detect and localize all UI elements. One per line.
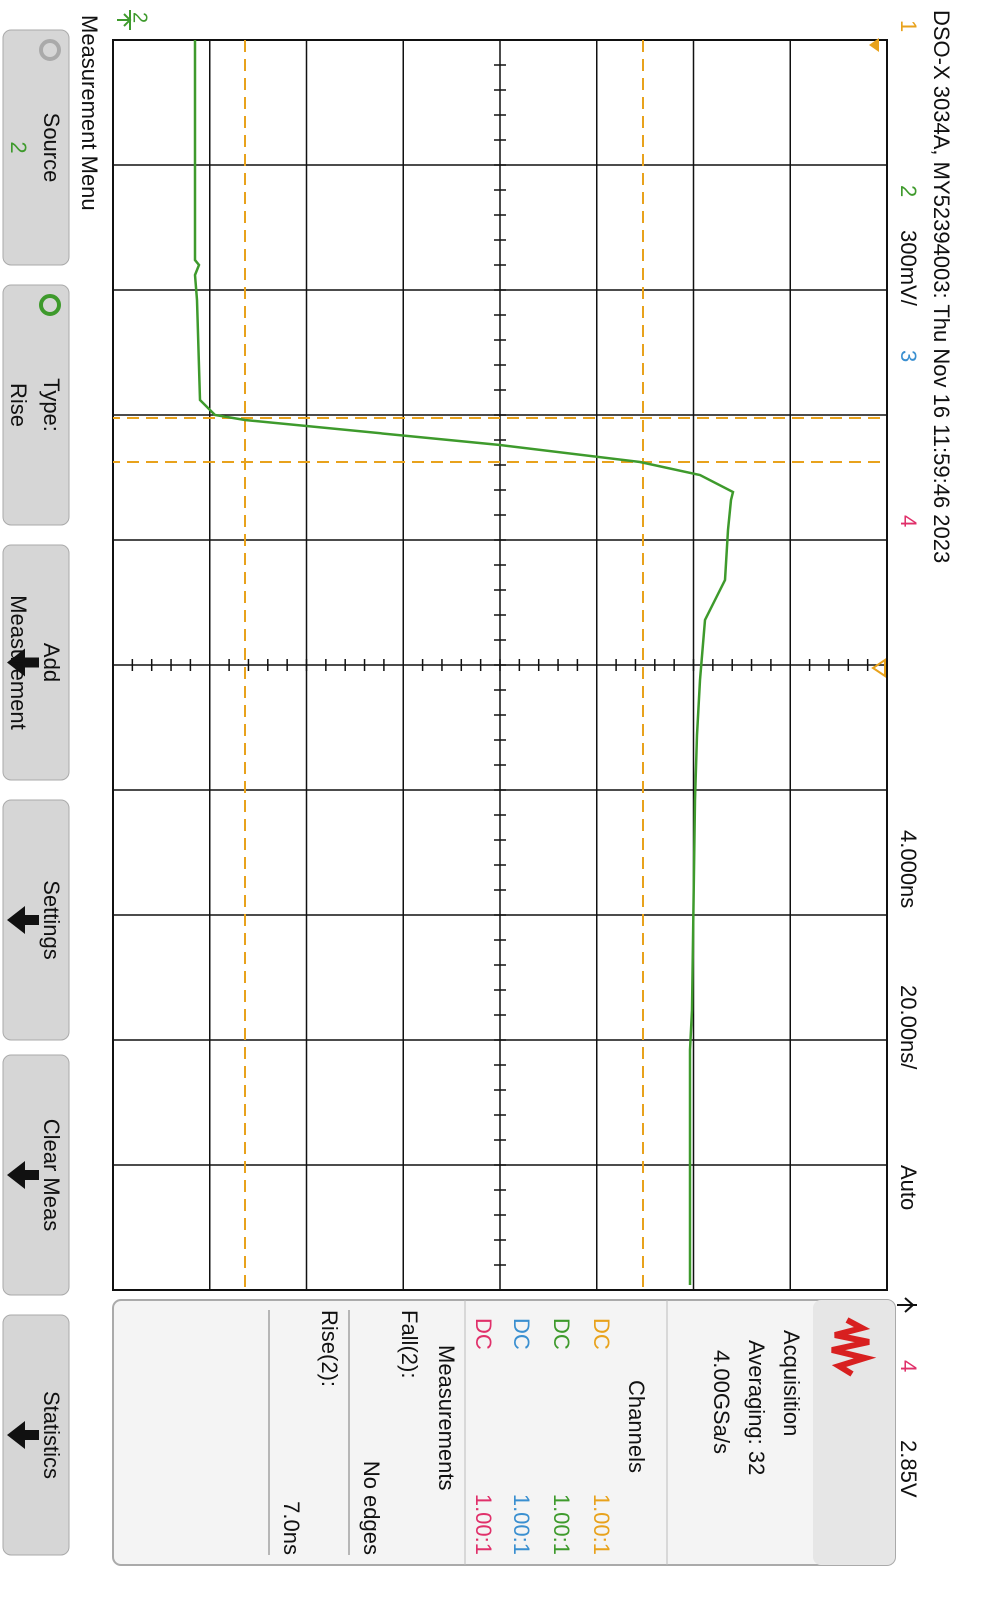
coupling: DC	[471, 1318, 496, 1350]
softkey-label: Settings	[39, 880, 64, 960]
time-reference-marker	[871, 658, 886, 678]
trigger-icon	[897, 1297, 917, 1313]
waveform	[193, 40, 735, 1285]
softkey[interactable]	[2, 284, 70, 526]
acquisition-mode: Averaging: 32	[744, 1340, 769, 1475]
trigger-mode: Auto	[896, 1165, 921, 1210]
coupling: DC	[509, 1318, 534, 1350]
softkey-label: Measurement	[6, 595, 31, 730]
time-scale: 20.00ns/	[896, 985, 921, 1070]
header-title: DSO-X 3034A, MY52394003: Thu Nov 16 11:5…	[929, 10, 954, 563]
scope-screen: DSO-X 3034A, MY52394003: Thu Nov 16 11:5…	[2, 10, 954, 1566]
trigger-marker	[869, 38, 879, 52]
probe-ratio: 1.00:1	[471, 1494, 496, 1555]
softkey-label: Clear Meas	[39, 1119, 64, 1231]
trigger-source: 4	[896, 1360, 921, 1372]
ground-marker: 2	[129, 12, 151, 23]
softkey-icon	[39, 39, 61, 61]
channel-label: 2	[896, 185, 921, 197]
time-delay: 4.000ns	[896, 830, 921, 908]
menu-title: Measurement Menu	[77, 15, 102, 211]
measurement-label: Rise(2):	[317, 1310, 342, 1387]
softkey-label: Add	[39, 643, 64, 682]
channel-scale: 300mV/	[896, 230, 921, 307]
measurement-value: No edges	[359, 1461, 384, 1555]
logo	[831, 1317, 877, 1377]
softkey[interactable]	[2, 29, 70, 266]
channel-label: 4	[896, 515, 921, 527]
sample-rate: 4.00GSa/s	[709, 1350, 734, 1454]
measurement-value: 7.0ns	[279, 1501, 304, 1555]
probe-ratio: 1.00:1	[549, 1494, 574, 1555]
channel-label: 3	[896, 350, 921, 362]
softkey-icon	[7, 1161, 39, 1189]
trigger-level: 2.85V	[896, 1440, 921, 1498]
coupling: DC	[589, 1318, 614, 1350]
section-title: Channels	[624, 1380, 649, 1473]
ground-marker-icon	[117, 10, 132, 30]
coupling: DC	[549, 1318, 574, 1350]
logo-area	[813, 1300, 895, 1565]
probe-ratio: 1.00:1	[589, 1494, 614, 1555]
graticule	[112, 39, 888, 1291]
softkeys: Source 2 Type: Rise Add Measurement Settings Cl…	[2, 29, 70, 1556]
graticule-frame	[112, 39, 888, 1291]
section-title: Measurements	[434, 1345, 459, 1491]
measurement-label: Fall(2):	[397, 1310, 422, 1378]
softkey-label: Rise	[6, 383, 31, 427]
softkey-label: 2	[6, 141, 31, 153]
softkey-label: Source	[39, 113, 64, 183]
softkey-icon	[39, 294, 61, 316]
softkey-icon	[7, 906, 39, 934]
channel-label: 1	[896, 20, 921, 32]
softkey-label: Statistics	[39, 1391, 64, 1479]
section-title: Acquisition	[779, 1330, 804, 1436]
probe-ratio: 1.00:1	[509, 1494, 534, 1555]
softkey-label: Type:	[39, 378, 64, 432]
info-panel	[112, 1299, 896, 1566]
softkey-icon	[7, 1421, 39, 1449]
softkey-icon	[7, 648, 39, 677]
